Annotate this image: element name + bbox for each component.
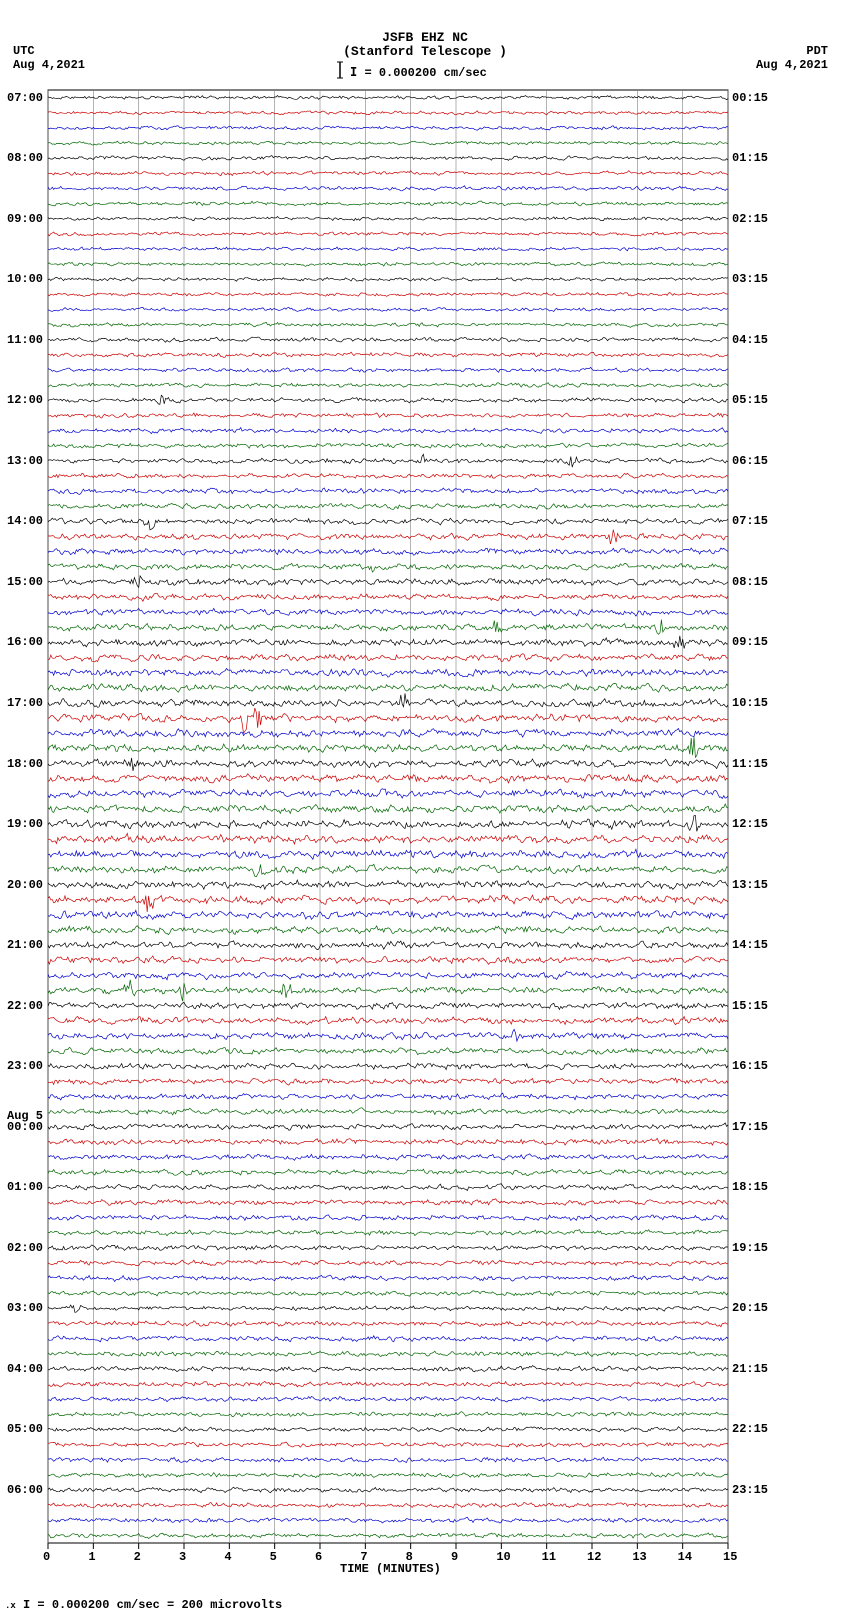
x-tick-label: 6 [315,1550,322,1564]
right-hour-label: 12:15 [732,817,768,831]
x-tick-label: 1 [88,1550,95,1564]
left-hour-label: 11:00 [7,333,43,347]
x-tick-label: 13 [632,1550,646,1564]
left-hour-label: 17:00 [7,696,43,710]
right-hour-label: 03:15 [732,272,768,286]
x-tick-label: 9 [451,1550,458,1564]
right-hour-label: 21:15 [732,1362,768,1376]
left-hour-label: 13:00 [7,454,43,468]
right-hour-label: 01:15 [732,151,768,165]
right-hour-label: 09:15 [732,635,768,649]
right-hour-label: 05:15 [732,393,768,407]
right-hour-label: 15:15 [732,999,768,1013]
left-hour-label: 09:00 [7,212,43,226]
left-hour-label: 06:00 [7,1483,43,1497]
right-hour-label: 20:15 [732,1301,768,1315]
seismogram-container: JSFB EHZ NC (Stanford Telescope ) I = 0.… [0,0,850,1613]
right-hour-label: 13:15 [732,878,768,892]
right-hour-label: 22:15 [732,1422,768,1436]
tz-left-name: UTC [13,44,35,58]
left-hour-label: 22:00 [7,999,43,1013]
left-hour-label: 19:00 [7,817,43,831]
right-hour-label: 06:15 [732,454,768,468]
left-hour-label: 03:00 [7,1301,43,1315]
x-tick-label: 0 [43,1550,50,1564]
tz-right-date: Aug 4,2021 [756,58,828,72]
left-hour-label: 04:00 [7,1362,43,1376]
left-hour-label: 10:00 [7,272,43,286]
x-tick-label: 2 [134,1550,141,1564]
left-hour-label: 01:00 [7,1180,43,1194]
x-tick-label: 4 [224,1550,231,1564]
x-tick-label: 14 [678,1550,692,1564]
left-hour-label: 00:00 [7,1120,43,1134]
right-hour-label: 17:15 [732,1120,768,1134]
x-tick-label: 11 [542,1550,556,1564]
right-hour-label: 23:15 [732,1483,768,1497]
right-hour-label: 10:15 [732,696,768,710]
seismogram-svg [0,0,850,1613]
right-hour-label: 16:15 [732,1059,768,1073]
left-hour-label: 23:00 [7,1059,43,1073]
right-hour-label: 19:15 [732,1241,768,1255]
left-hour-label: 12:00 [7,393,43,407]
right-hour-label: 18:15 [732,1180,768,1194]
left-hour-label: 15:00 [7,575,43,589]
footer-scale: .x I = 0.000200 cm/sec = 200 microvolts [5,1598,282,1612]
left-hour-label: 07:00 [7,91,43,105]
right-hour-label: 04:15 [732,333,768,347]
right-hour-label: 02:15 [732,212,768,226]
x-tick-label: 12 [587,1550,601,1564]
left-hour-label: 20:00 [7,878,43,892]
right-hour-label: 00:15 [732,91,768,105]
left-hour-label: 16:00 [7,635,43,649]
left-hour-label: 14:00 [7,514,43,528]
x-tick-label: 15 [723,1550,737,1564]
right-hour-label: 07:15 [732,514,768,528]
left-hour-label: 21:00 [7,938,43,952]
tz-left-date: Aug 4,2021 [13,58,85,72]
right-hour-label: 08:15 [732,575,768,589]
right-hour-label: 11:15 [732,757,768,771]
x-tick-label: 10 [496,1550,510,1564]
left-hour-label: 08:00 [7,151,43,165]
x-tick-label: 3 [179,1550,186,1564]
left-hour-label: 02:00 [7,1241,43,1255]
left-hour-label: 18:00 [7,757,43,771]
right-hour-label: 14:15 [732,938,768,952]
x-tick-label: 5 [270,1550,277,1564]
x-axis-title: TIME (MINUTES) [340,1562,441,1576]
left-hour-label: 05:00 [7,1422,43,1436]
tz-right-name: PDT [806,44,828,58]
